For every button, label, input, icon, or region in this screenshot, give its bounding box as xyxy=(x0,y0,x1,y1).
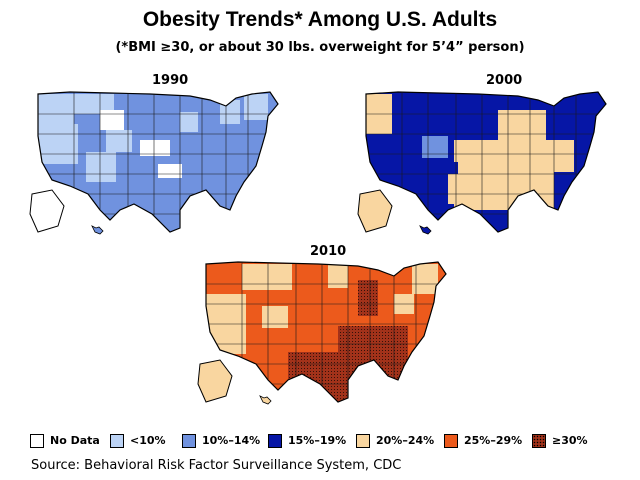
legend-swatch xyxy=(30,434,44,448)
legend-swatch xyxy=(268,434,282,448)
map-year-2000: 2000 xyxy=(486,73,523,88)
legend-swatch xyxy=(532,434,546,448)
map-year-1990: 1990 xyxy=(152,73,189,88)
legend-swatch xyxy=(444,434,458,448)
legend-swatch xyxy=(182,434,196,448)
legend-swatch xyxy=(110,434,124,448)
source-note: Source: Behavioral Risk Factor Surveilla… xyxy=(31,458,402,473)
legend-swatch xyxy=(356,434,370,448)
map-year-2010: 2010 xyxy=(310,244,347,259)
legend-label: 20%–24% xyxy=(376,434,435,447)
legend-label: <10% xyxy=(130,434,166,447)
page-title: Obesity Trends* Among U.S. Adults xyxy=(142,8,498,31)
page-subtitle: (*BMI ≥30, or about 30 lbs. overweight f… xyxy=(115,40,525,55)
us-map-2000 xyxy=(357,91,607,235)
us-map-1990 xyxy=(29,91,279,235)
legend-label: 15%–19% xyxy=(288,434,347,447)
legend-label: No Data xyxy=(50,434,100,447)
legend-label: 25%–29% xyxy=(464,434,523,447)
legend-label: ≥30% xyxy=(552,434,588,447)
legend: No Data <10% 10%–14% 15%–19% 20%–24% 25%… xyxy=(30,432,630,452)
legend-label: 10%–14% xyxy=(202,434,261,447)
us-map-2010 xyxy=(197,261,447,405)
